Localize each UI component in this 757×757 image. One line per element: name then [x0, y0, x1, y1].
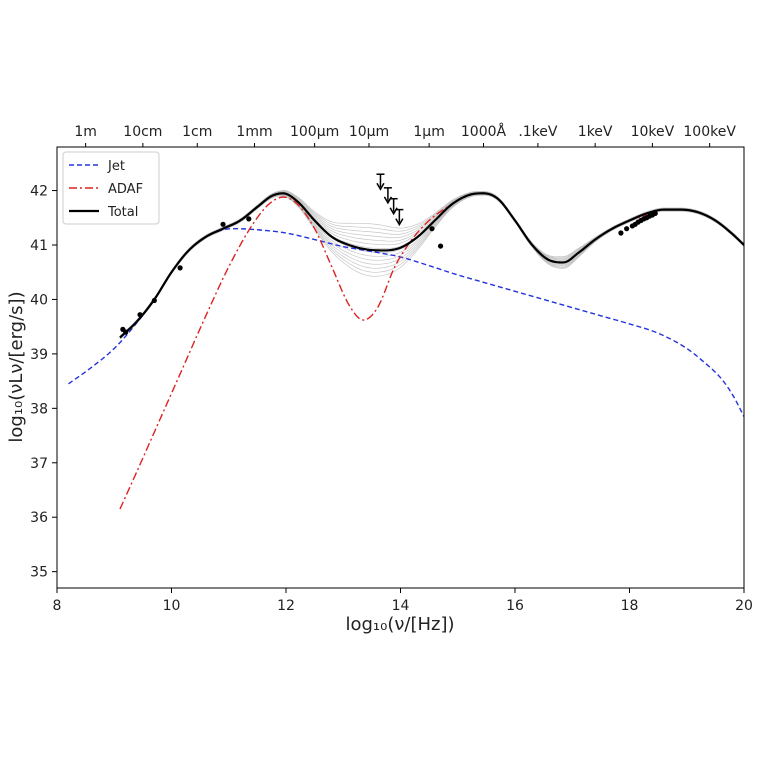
- data-point-1: [123, 329, 129, 335]
- top-axis-label-2: 1cm: [182, 124, 212, 140]
- top-axis-label-3: 1mm: [236, 124, 272, 140]
- y-tick-label-7: 42: [30, 184, 48, 200]
- data-point-6: [246, 216, 252, 222]
- legend: Jet ADAF Total: [62, 151, 160, 225]
- data-point-7: [429, 226, 435, 232]
- model-curves: [68, 192, 744, 510]
- legend-label-adaf: ADAF: [108, 182, 143, 197]
- top-axis-label-6: 1μm: [413, 124, 444, 140]
- top-axis-label-7: 1000Å: [461, 123, 507, 140]
- data-point-4: [177, 265, 183, 271]
- data-point-3: [151, 297, 157, 304]
- observed-points: [120, 210, 658, 335]
- legend-label-jet: Jet: [107, 159, 125, 174]
- top-axis-label-9: 1keV: [578, 124, 613, 140]
- upper-limit-3: [395, 208, 404, 227]
- y-tick-label-3: 38: [30, 401, 48, 417]
- upper-limit-0: [376, 173, 385, 191]
- legend-label-total: Total: [107, 205, 138, 220]
- series-line-total: [119, 192, 744, 339]
- data-point-8: [437, 243, 444, 249]
- top-axis-label-5: 10μm: [349, 124, 389, 140]
- y-axis-label: log₁₀(νLν/[erg/s]): [6, 291, 27, 442]
- upper-limit-head-3: [395, 218, 404, 227]
- top-axis-label-0: 1m: [74, 124, 97, 140]
- data-point-19: [652, 210, 658, 217]
- y-tick-label-0: 35: [30, 565, 48, 581]
- top-axis-label-4: 100μm: [290, 124, 339, 140]
- top-axis-label-1: 10cm: [123, 124, 162, 140]
- y-tick-label-4: 39: [30, 347, 48, 363]
- x-tick-label-0: 8: [53, 598, 62, 614]
- x-tick-label-5: 18: [621, 598, 639, 614]
- y-tick-label-6: 41: [30, 238, 48, 254]
- data-point-10: [624, 226, 630, 232]
- y-tick-label-2: 37: [30, 456, 48, 472]
- x-tick-label-3: 14: [392, 598, 410, 614]
- legend-box: [62, 151, 160, 225]
- data-point-9: [618, 230, 624, 236]
- upper-limit-arrows: [376, 173, 404, 227]
- y-tick-label-1: 36: [30, 510, 48, 526]
- x-tick-label-4: 16: [506, 598, 524, 614]
- x-tick-label-6: 20: [735, 598, 753, 614]
- x-axis-label: log₁₀(ν/[Hz]): [345, 614, 454, 635]
- x-tick-label-1: 10: [163, 598, 181, 614]
- data-point-5: [220, 221, 226, 227]
- top-axis-label-11: 100keV: [683, 124, 736, 140]
- y-tick-label-5: 40: [30, 292, 48, 308]
- data-point-2: [137, 312, 143, 318]
- top-axis-label-8: .1keV: [518, 124, 558, 140]
- top-axis-label-10: 10keV: [631, 124, 675, 140]
- upper-limit-head-0: [376, 182, 385, 191]
- axis-ticks: 8 10 12 14 16 18 20 35 36 37 38 39 40 41 42 1m 10cm 1cm 1m…: [30, 123, 753, 614]
- x-tick-label-2: 12: [277, 598, 295, 614]
